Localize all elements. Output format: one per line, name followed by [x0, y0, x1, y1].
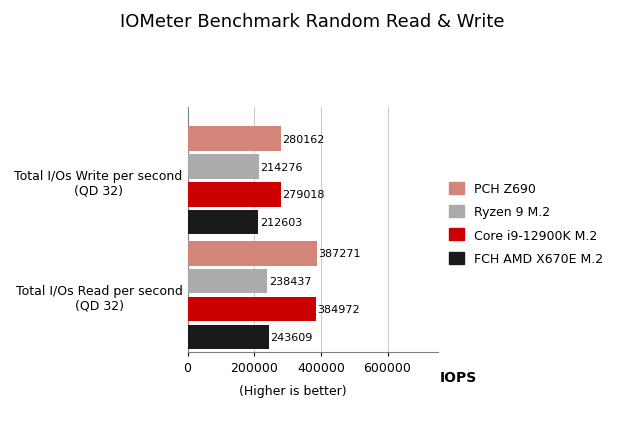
Bar: [188, 155, 259, 179]
Bar: [188, 269, 267, 294]
Text: 214276: 214276: [261, 162, 303, 172]
Bar: [188, 297, 316, 322]
Text: IOPS: IOPS: [440, 370, 478, 384]
Text: IOMeter Benchmark Random Read & Write: IOMeter Benchmark Random Read & Write: [120, 13, 505, 31]
Bar: [188, 325, 269, 349]
Text: 280162: 280162: [282, 134, 325, 144]
Legend: PCH Z690, Ryzen 9 M.2, Core i9-12900K M.2, FCH AMD X670E M.2: PCH Z690, Ryzen 9 M.2, Core i9-12900K M.…: [449, 182, 603, 265]
Text: 387271: 387271: [318, 249, 361, 259]
Text: 279018: 279018: [282, 190, 324, 200]
Text: 243609: 243609: [271, 332, 312, 342]
Bar: [188, 127, 281, 152]
Text: 212603: 212603: [260, 218, 302, 228]
Text: 384972: 384972: [318, 304, 360, 314]
Text: 238437: 238437: [269, 276, 311, 286]
Bar: [188, 210, 258, 235]
Text: (Higher is better): (Higher is better): [239, 384, 346, 397]
Bar: [188, 242, 317, 266]
Bar: [188, 183, 281, 207]
